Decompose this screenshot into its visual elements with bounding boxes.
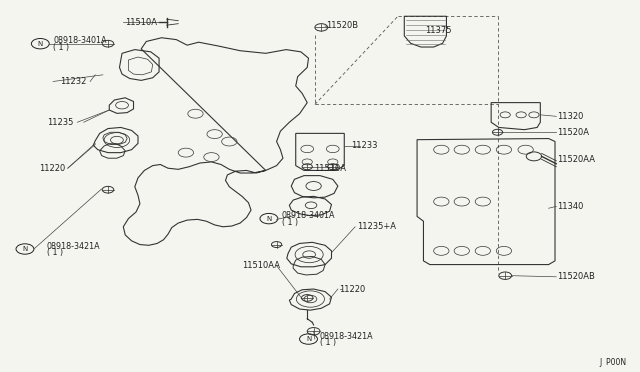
Text: ( 1 ): ( 1 ) <box>320 338 336 347</box>
Text: N: N <box>38 41 43 46</box>
Text: 11510AA: 11510AA <box>242 261 280 270</box>
Text: 11220: 11220 <box>339 285 365 294</box>
Text: 08918-3401A: 08918-3401A <box>282 211 335 220</box>
Text: 11320: 11320 <box>557 112 584 121</box>
Text: 11233: 11233 <box>351 141 377 151</box>
Text: 11520AB: 11520AB <box>557 272 595 281</box>
Text: 08918-3421A: 08918-3421A <box>320 331 374 341</box>
Text: 11375: 11375 <box>426 26 452 35</box>
Text: ( 1 ): ( 1 ) <box>282 218 298 227</box>
Text: 11235+A: 11235+A <box>357 222 396 231</box>
Text: 11520B: 11520B <box>326 22 358 31</box>
Text: J  P00N: J P00N <box>600 357 627 366</box>
Text: ( 1 ): ( 1 ) <box>47 248 63 257</box>
Text: 08918-3421A: 08918-3421A <box>47 241 100 250</box>
Text: 08918-3401A: 08918-3401A <box>53 36 107 45</box>
Text: 11340: 11340 <box>557 202 584 211</box>
Text: N: N <box>306 336 311 342</box>
Text: N: N <box>22 246 28 252</box>
Text: 11520AA: 11520AA <box>557 155 596 164</box>
Text: 11520A: 11520A <box>557 128 589 137</box>
Text: 11510A: 11510A <box>314 164 346 173</box>
Text: 11220: 11220 <box>39 164 65 173</box>
Text: 11510A: 11510A <box>125 18 157 27</box>
Text: 11232: 11232 <box>60 77 86 86</box>
Text: 11235: 11235 <box>47 118 73 127</box>
Text: ( 1 ): ( 1 ) <box>53 42 69 51</box>
Text: N: N <box>266 216 271 222</box>
